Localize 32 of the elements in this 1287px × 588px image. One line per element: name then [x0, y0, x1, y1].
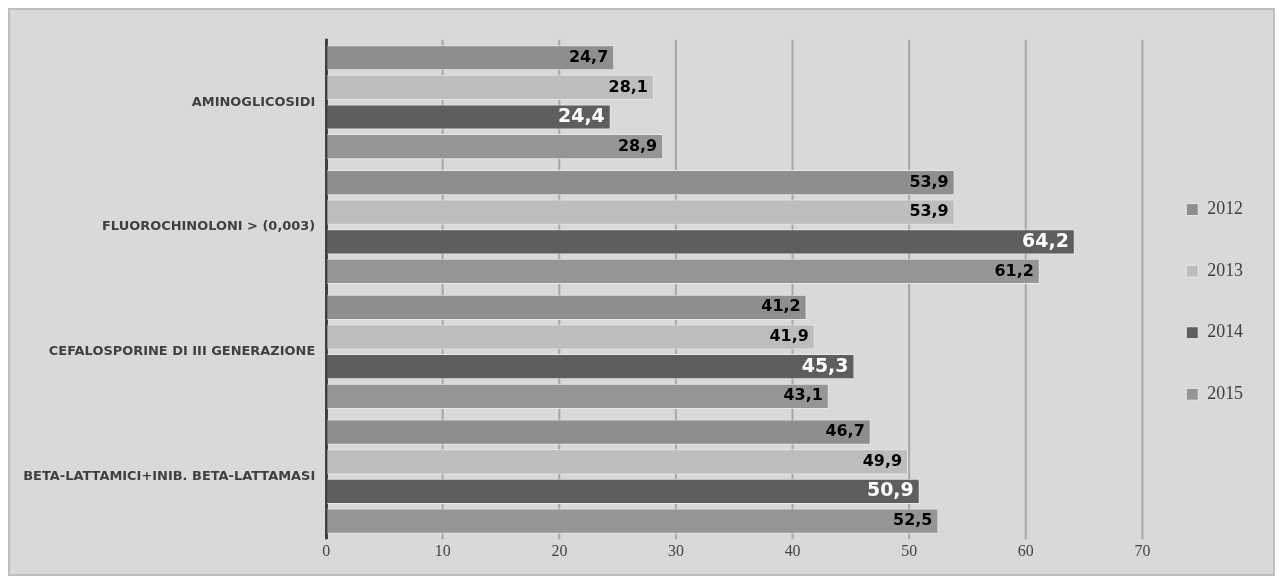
y-tick-label: CEFALOSPORINE DI III GENERAZIONE — [48, 343, 316, 359]
x-tick-label: 70 — [1134, 541, 1151, 559]
y-tick-label: FLUOROCHINOLONI > (0,003) — [102, 218, 316, 234]
y-tick-label: BETA-LATTAMICI+INIB. BETA-LATTAMASI — [23, 468, 316, 483]
x-tick-label: 10 — [434, 541, 451, 559]
legend-label: 2014 — [1207, 321, 1244, 342]
data-label: 49,9 — [862, 450, 903, 470]
x-tick-label: 40 — [784, 541, 801, 559]
data-label: 64,2 — [1022, 228, 1069, 251]
legend-label: 2013 — [1207, 259, 1244, 280]
data-label: 41,9 — [769, 326, 809, 346]
x-tick-label: 60 — [1017, 541, 1034, 559]
data-label: 52,5 — [893, 510, 933, 530]
x-tick-label: 20 — [551, 541, 568, 559]
data-label: 46,7 — [825, 421, 865, 441]
data-label: 43,1 — [783, 385, 823, 405]
legend-label: 2012 — [1207, 198, 1244, 219]
legend-label: 2015 — [1207, 383, 1244, 403]
data-label: 45,3 — [801, 353, 849, 376]
data-label: 24,4 — [558, 103, 605, 126]
x-tick-label: 0 — [322, 541, 331, 559]
x-tick-label: 30 — [668, 541, 685, 559]
data-label: 28,9 — [617, 135, 658, 155]
y-tick-label: AMINOGLICOSIDI — [191, 93, 316, 109]
data-label: 53,9 — [909, 201, 949, 221]
data-label: 61,2 — [994, 260, 1034, 280]
data-label: 24,7 — [568, 46, 609, 66]
data-label: 53,9 — [909, 171, 949, 191]
data-label: 41,2 — [761, 296, 801, 316]
data-label: 28,1 — [608, 76, 648, 96]
data-label: 50,9 — [867, 478, 914, 501]
x-tick-label: 50 — [901, 541, 918, 559]
